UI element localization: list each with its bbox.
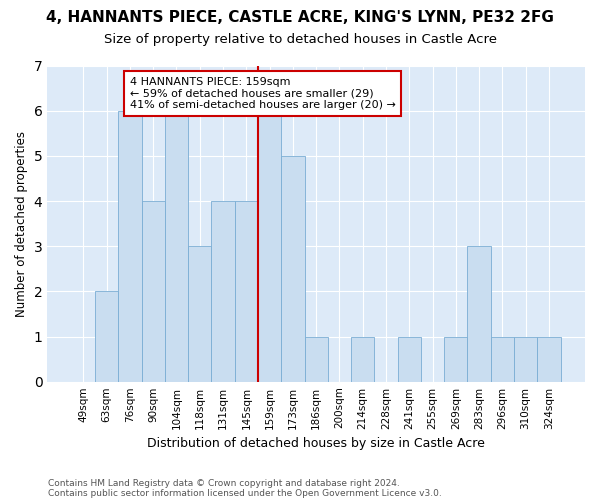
Text: 4, HANNANTS PIECE, CASTLE ACRE, KING'S LYNN, PE32 2FG: 4, HANNANTS PIECE, CASTLE ACRE, KING'S L… xyxy=(46,10,554,25)
Bar xyxy=(514,336,537,382)
Bar xyxy=(467,246,491,382)
Text: Size of property relative to detached houses in Castle Acre: Size of property relative to detached ho… xyxy=(104,32,497,46)
Bar xyxy=(444,336,467,382)
Bar xyxy=(118,110,142,382)
Bar xyxy=(305,336,328,382)
Y-axis label: Number of detached properties: Number of detached properties xyxy=(15,130,28,316)
X-axis label: Distribution of detached houses by size in Castle Acre: Distribution of detached houses by size … xyxy=(147,437,485,450)
Bar xyxy=(398,336,421,382)
Bar xyxy=(235,201,258,382)
Bar xyxy=(165,110,188,382)
Bar xyxy=(95,292,118,382)
Text: Contains public sector information licensed under the Open Government Licence v3: Contains public sector information licen… xyxy=(48,488,442,498)
Bar xyxy=(188,246,211,382)
Bar xyxy=(351,336,374,382)
Text: Contains HM Land Registry data © Crown copyright and database right 2024.: Contains HM Land Registry data © Crown c… xyxy=(48,478,400,488)
Bar xyxy=(211,201,235,382)
Bar xyxy=(281,156,305,382)
Bar xyxy=(537,336,560,382)
Bar xyxy=(142,201,165,382)
Bar xyxy=(491,336,514,382)
Text: 4 HANNANTS PIECE: 159sqm
← 59% of detached houses are smaller (29)
41% of semi-d: 4 HANNANTS PIECE: 159sqm ← 59% of detach… xyxy=(130,77,396,110)
Bar xyxy=(258,110,281,382)
